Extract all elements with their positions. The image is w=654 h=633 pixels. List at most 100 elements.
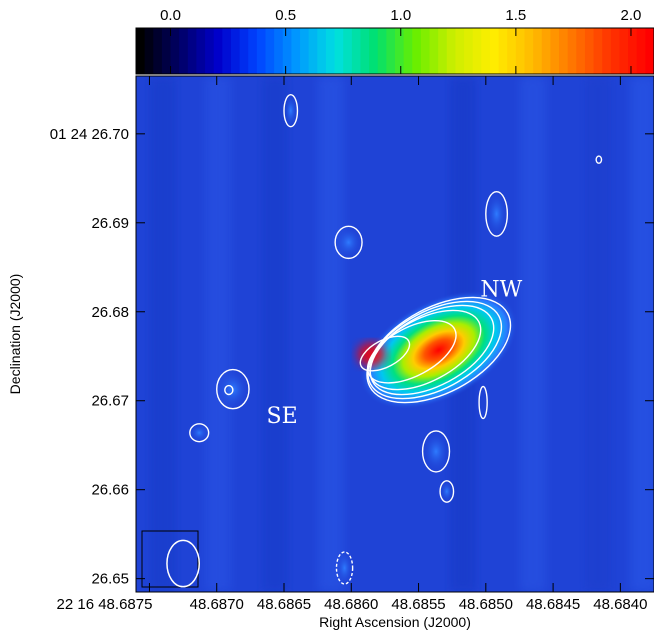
- contour: [485, 190, 509, 237]
- y-tick-label: 26.67: [91, 393, 129, 410]
- colorbar-cell: [481, 28, 491, 74]
- contour: [478, 385, 488, 420]
- colorbar-cell: [386, 28, 396, 74]
- colorbar-cell: [274, 28, 284, 74]
- x-tick-label: 48.6870: [190, 596, 244, 613]
- colorbar-cell: [593, 28, 603, 74]
- colorbar-cell: [403, 28, 413, 74]
- colorbar-cell: [265, 28, 275, 74]
- colorbar-cell: [412, 28, 422, 74]
- colorbar-cell: [533, 28, 543, 74]
- minor-emission: [336, 551, 353, 584]
- contour: [359, 335, 411, 372]
- colorbar-cell: [498, 28, 508, 74]
- texture-band: [150, 76, 176, 592]
- contour: [366, 319, 457, 384]
- colorbar-tick-label: 0.0: [160, 7, 181, 24]
- colorbar-cell: [351, 28, 362, 74]
- colorbar-cell: [325, 28, 336, 74]
- beam-box: [141, 530, 199, 588]
- contour: [189, 423, 210, 443]
- colorbar-frame: [135, 27, 654, 75]
- texture-band: [205, 76, 231, 592]
- colorbar-tick-label: 1.0: [390, 7, 411, 24]
- colorbar-cell: [446, 28, 457, 74]
- colorbar-cell: [144, 28, 154, 74]
- y-tick-label: 26.66: [91, 482, 129, 499]
- colorbar-cell: [559, 28, 569, 74]
- contour: [283, 93, 299, 128]
- texture-band: [630, 76, 654, 592]
- colorbar-cell: [619, 28, 629, 74]
- contour: [366, 296, 512, 404]
- annotation-se: SE: [267, 404, 298, 429]
- colorbar-cell: [489, 28, 500, 74]
- colorbar-cell: [291, 28, 301, 74]
- colorbar-cell: [567, 28, 577, 74]
- heatmap-texture: [150, 76, 654, 592]
- colorbar-cell: [179, 28, 189, 74]
- y-tick-label: 26.69: [91, 215, 129, 232]
- x-tick-label: 48.6865: [257, 596, 311, 613]
- colorbar-cell: [507, 28, 517, 74]
- colorbar-cell: [369, 28, 379, 74]
- plot-frame: [135, 75, 654, 593]
- contour: [216, 368, 250, 410]
- colorbar-cell: [472, 28, 482, 74]
- y-tick-label: 26.68: [91, 304, 129, 321]
- contour-dashed: [335, 551, 354, 585]
- annotation-nw: NW: [480, 278, 522, 303]
- colorbar-cell: [524, 28, 534, 74]
- colorbar-cell: [360, 28, 370, 74]
- heatmap-image: [136, 76, 654, 592]
- colorbar-cell: [334, 28, 344, 74]
- beam-shape: [166, 539, 200, 588]
- colorbar-cell: [636, 28, 646, 74]
- colorbar-cell: [584, 28, 595, 74]
- colorbar-cell: [464, 28, 474, 74]
- colorbar-cell: [576, 28, 586, 74]
- colorbar-cell: [602, 28, 612, 74]
- beam-ellipse: [141, 530, 200, 588]
- colorbar-cell: [308, 28, 318, 74]
- colorbar-cell: [136, 28, 146, 74]
- colorbar-cell: [196, 28, 206, 74]
- axes: 22 16 48.6875 48.6870 48.6865 48.6860 48.685…: [50, 75, 654, 613]
- texture-band: [262, 76, 288, 592]
- contour: [367, 300, 503, 400]
- minor-emission: [335, 226, 363, 259]
- contour: [421, 430, 451, 473]
- colorbar-cell: [170, 28, 180, 74]
- x-tick-label: 48.6860: [324, 596, 378, 613]
- colorbar-cell: [222, 28, 232, 74]
- contour: [369, 304, 495, 396]
- contour-lines: [189, 93, 603, 585]
- colorbar-cell: [438, 28, 448, 74]
- texture-band: [520, 76, 546, 592]
- minor-emission: [189, 423, 209, 442]
- x-tick-label: 48.6850: [459, 596, 513, 613]
- colorbar-cell: [515, 28, 526, 74]
- minor-emission: [440, 480, 454, 503]
- colorbar-cell: [377, 28, 387, 74]
- colorbar-cell: [300, 28, 310, 74]
- x-tick-label: 48.6855: [391, 596, 445, 613]
- colorbar-cell: [343, 28, 353, 74]
- colorbar-cell: [282, 28, 292, 74]
- colorbar-cell: [317, 28, 327, 74]
- contour: [439, 480, 455, 503]
- colorbar-cell: [610, 28, 621, 74]
- colorbar-cell: [256, 28, 267, 74]
- x-axis-title: Right Ascension (J2000): [319, 614, 471, 630]
- colorbar-cell: [239, 28, 249, 74]
- y-tick-label: 01 24 26.70: [50, 126, 129, 143]
- x-tick-label: 48.6845: [526, 596, 580, 613]
- y-axis-title: Declination (J2000): [7, 274, 23, 395]
- minor-emission: [284, 94, 298, 127]
- colorbar-cell: [420, 28, 431, 74]
- colorbar-cell: [429, 28, 439, 74]
- x-tick-label: 22 16 48.6875: [57, 596, 153, 613]
- colorbar-cell: [395, 28, 405, 74]
- texture-band: [585, 76, 611, 592]
